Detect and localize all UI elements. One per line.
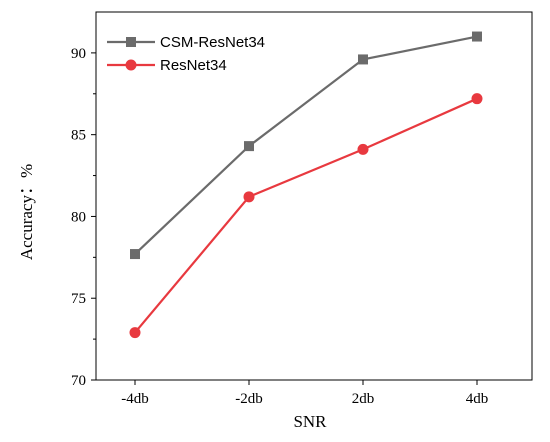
data-point — [357, 143, 369, 155]
x-tick-label: 2db — [352, 391, 375, 407]
series-line — [134, 97, 478, 334]
legend-item: CSM-ResNet34 — [107, 34, 265, 51]
x-tick-label: -4db — [121, 391, 149, 407]
data-point — [244, 141, 254, 152]
y-tick-label: 70 — [71, 373, 86, 389]
plot-frame — [95, 11, 533, 381]
legend: CSM-ResNet34 ResNet34 — [107, 34, 265, 74]
data-point — [471, 93, 483, 105]
data-point — [472, 31, 482, 42]
legend-label: ResNet34 — [160, 57, 227, 74]
x-tick-label: -2db — [235, 391, 263, 407]
y-axis-title: Accuracy：% — [17, 164, 36, 260]
series-layer — [129, 31, 483, 339]
x-axis: -4db -2db 2db 4db — [121, 380, 488, 407]
legend-marker — [125, 59, 137, 71]
x-tick-label: 4db — [466, 391, 489, 407]
y-tick-label: 85 — [71, 128, 86, 144]
x-axis-title: SNR — [293, 412, 327, 431]
y-tick-label: 90 — [71, 46, 86, 62]
series-1 — [130, 31, 482, 260]
legend-item: ResNet34 — [107, 57, 227, 74]
y-tick-label: 80 — [71, 209, 86, 225]
data-point — [358, 54, 368, 65]
series-line — [134, 35, 478, 255]
plot-border — [95, 11, 533, 381]
data-point — [130, 249, 140, 260]
data-point — [243, 191, 255, 203]
data-point — [129, 327, 141, 339]
series-2 — [129, 93, 483, 339]
legend-label: CSM-ResNet34 — [160, 34, 265, 51]
legend-marker — [126, 37, 136, 47]
y-axis: 70 75 80 85 90 — [71, 46, 96, 389]
y-tick-label: 75 — [71, 291, 86, 307]
